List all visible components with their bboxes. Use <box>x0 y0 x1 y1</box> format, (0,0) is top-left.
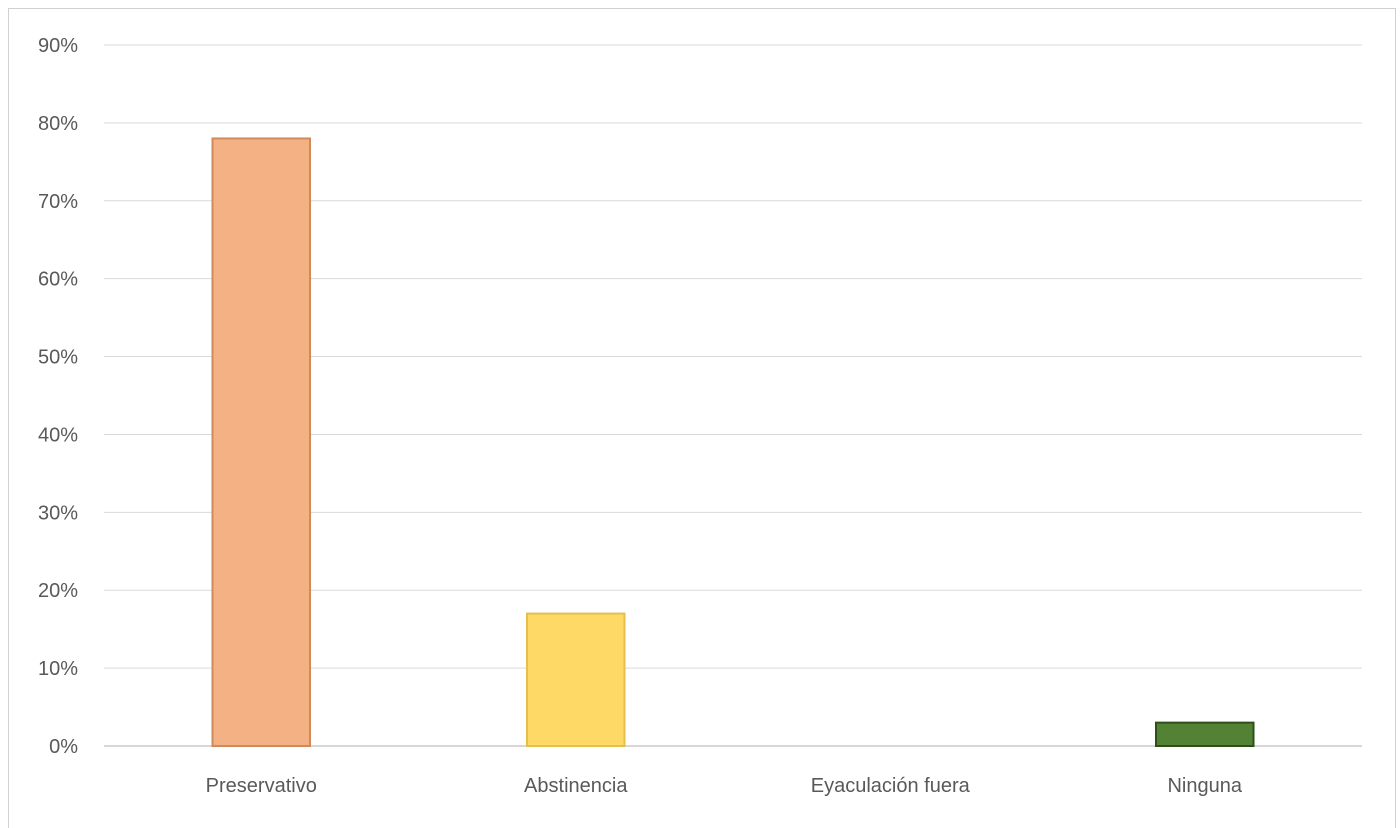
x-tick-label: Ninguna <box>1167 775 1242 797</box>
y-tick-label: 70% <box>38 191 78 213</box>
y-tick-label: 40% <box>38 424 78 446</box>
y-tick-label: 10% <box>38 658 78 680</box>
y-tick-label: 20% <box>38 580 78 602</box>
x-tick-label: Abstinencia <box>524 775 628 797</box>
y-axis-tick-labels: 0% 10% 20% 30% 40% 50% 60% 70% 80% 90% <box>38 35 78 758</box>
bar-abstinencia <box>526 612 626 747</box>
y-tick-label: 30% <box>38 502 78 524</box>
y-tick-label: 90% <box>38 35 78 57</box>
x-axis-tick-labels: Preservativo Abstinencia Eyaculación fuera… <box>206 775 1243 797</box>
y-tick-label: 50% <box>38 347 78 369</box>
y-tick-label: 60% <box>38 269 78 291</box>
gridlines <box>104 44 1362 747</box>
bar-ninguna <box>1155 721 1255 748</box>
y-tick-label: 0% <box>49 736 78 758</box>
x-tick-label: Preservativo <box>206 775 317 797</box>
bars <box>211 137 1255 748</box>
x-tick-label: Eyaculación fuera <box>811 775 971 797</box>
y-tick-label: 80% <box>38 113 78 135</box>
bar-preservativo <box>211 137 311 747</box>
